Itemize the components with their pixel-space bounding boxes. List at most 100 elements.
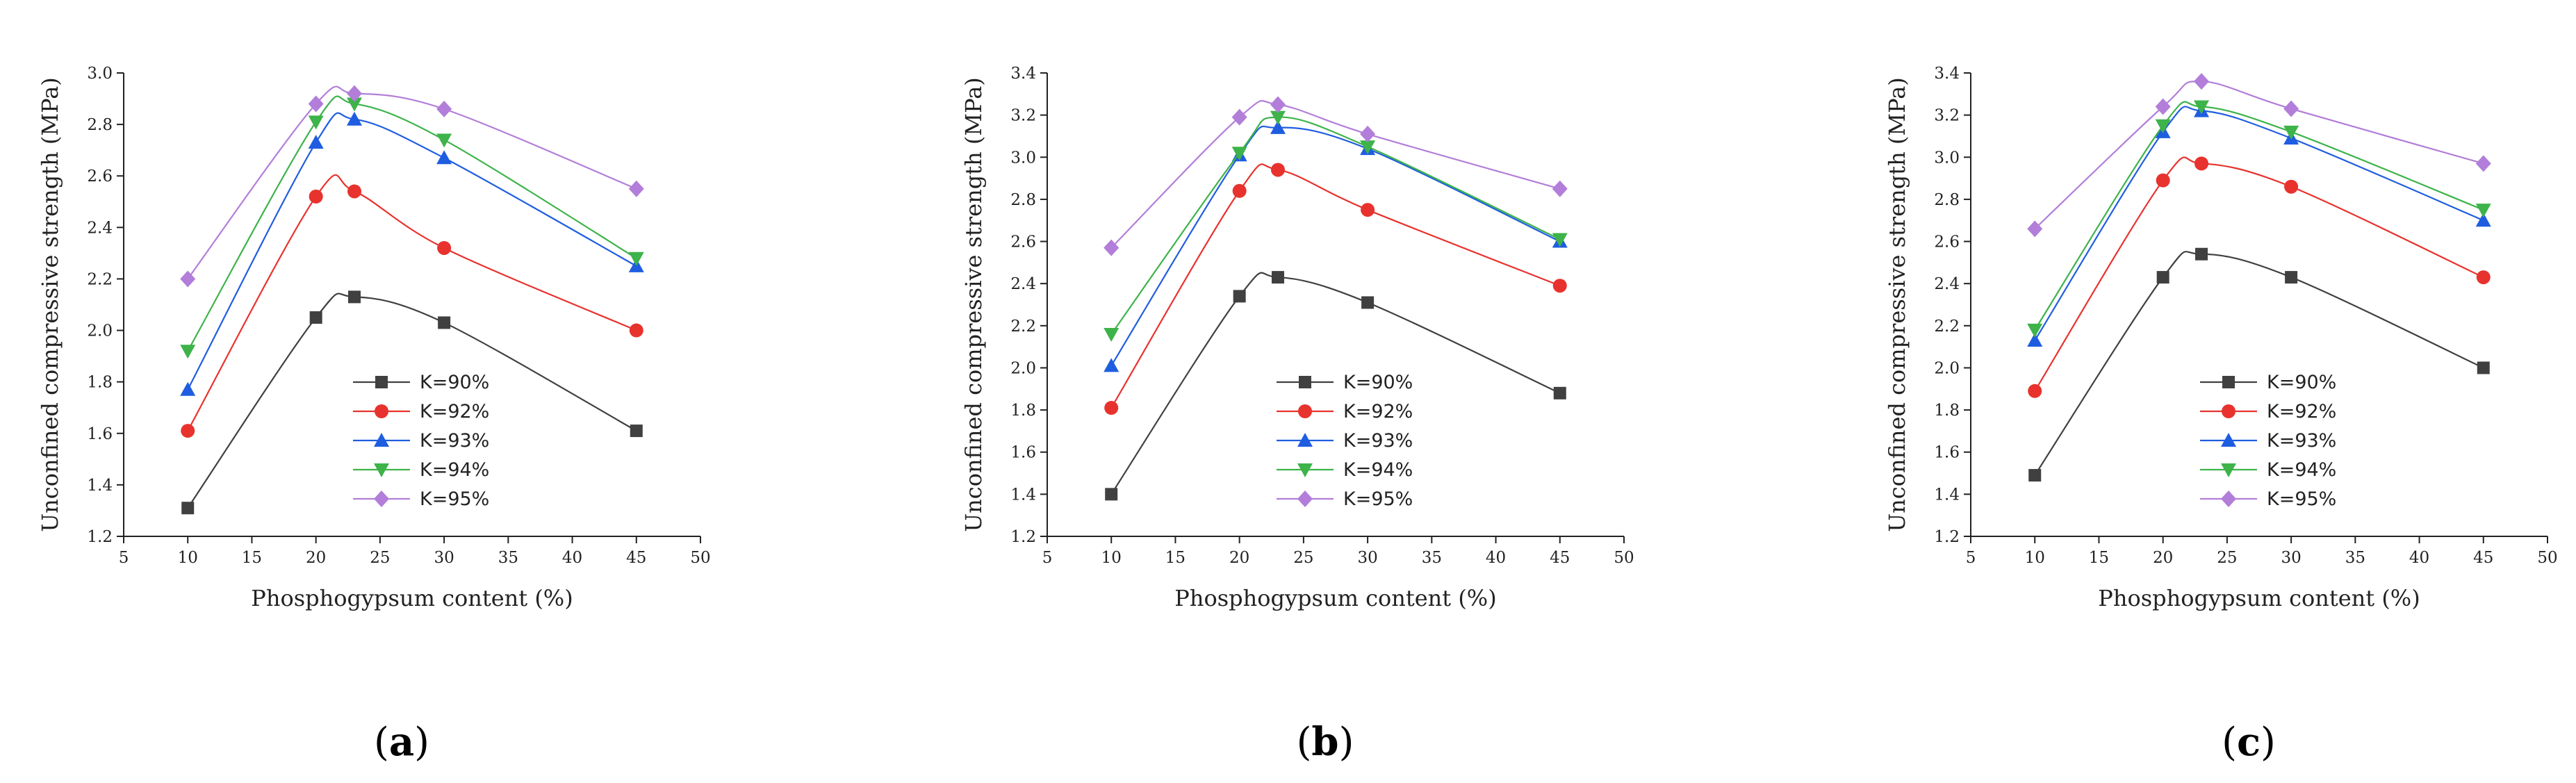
data-point — [2156, 271, 2169, 284]
data-point — [1104, 358, 1119, 372]
data-point — [1552, 233, 1568, 247]
series-line — [1110, 272, 1561, 495]
data-point — [1271, 163, 1285, 177]
x-tick-label: 25 — [370, 549, 390, 567]
chart-panel-a: 5 10 15 20 25 30 35 40 45 50 1.2 1.4 1.6 1.8 2.0 2.2 2.4… — [37, 65, 711, 611]
data-point — [628, 180, 644, 197]
data-point — [1105, 488, 1118, 501]
series-line — [2034, 251, 2484, 476]
y-tick-label: 2.6 — [1010, 233, 1036, 252]
x-tick-label: 35 — [498, 549, 518, 567]
series-line — [187, 85, 637, 280]
data-point — [2284, 179, 2299, 194]
legend-marker — [2221, 491, 2236, 507]
legend-label: K=90% — [2267, 372, 2336, 393]
y-tick-label: 1.4 — [1934, 486, 1960, 504]
legend-label: K=95% — [420, 488, 489, 510]
y-tick-label: 1.8 — [1934, 402, 1960, 420]
data-point — [438, 316, 451, 329]
y-tick-label: 2.0 — [87, 322, 113, 340]
x-tick-label: 50 — [2537, 549, 2557, 567]
y-tick-label: 1.2 — [1010, 528, 1036, 546]
legend-label: K=90% — [1343, 372, 1413, 393]
y-tick-label: 2.0 — [1934, 359, 1960, 377]
legend-marker — [2221, 433, 2236, 447]
data-point — [1270, 110, 1286, 125]
legend-marker — [2222, 376, 2235, 388]
x-tick-label: 50 — [1614, 549, 1634, 567]
x-tick-label: 40 — [1486, 549, 1506, 567]
y-axis-title: Unconfined compressive strength (MPa) — [1884, 77, 1910, 532]
data-point — [436, 133, 452, 148]
data-point — [437, 240, 452, 255]
x-tick-label: 30 — [1357, 549, 1377, 567]
data-point — [1231, 108, 1247, 126]
data-point — [2194, 156, 2208, 171]
data-point — [628, 252, 644, 266]
legend-label: K=92% — [1343, 401, 1413, 422]
legend-marker — [374, 491, 389, 507]
data-point — [1552, 279, 1567, 293]
x-tick-label: 45 — [2473, 549, 2493, 567]
x-tick-label: 40 — [562, 549, 582, 567]
data-point — [1233, 290, 1246, 303]
data-point — [180, 345, 196, 359]
chart-panel-c: 5 10 15 20 25 30 35 40 45 50 1.2 1.4 1.6 1.8 2.0 2.2 2.4… — [1884, 65, 2558, 611]
series-line — [1110, 163, 1561, 409]
data-point — [180, 270, 196, 288]
data-point — [347, 111, 362, 126]
x-tick-label: 20 — [1229, 549, 1249, 567]
series-line — [1110, 99, 1561, 249]
legend-marker — [1297, 463, 1313, 477]
data-point — [308, 135, 324, 149]
y-tick-label: 3.0 — [87, 65, 113, 83]
data-point — [1360, 140, 1376, 155]
legend-marker — [2222, 404, 2235, 418]
legend-label: K=90% — [420, 372, 489, 393]
data-point — [2477, 361, 2490, 374]
data-point — [2475, 213, 2491, 227]
data-point — [2283, 100, 2299, 117]
y-tick-label: 3.2 — [1010, 107, 1036, 125]
data-point — [2027, 333, 2043, 347]
x-tick-label: 30 — [2281, 549, 2301, 567]
y-axis-title: Unconfined compressive strength (MPa) — [960, 77, 987, 532]
x-axis-title: Phosphogypsum content (%) — [1174, 585, 1496, 611]
data-point — [308, 115, 324, 130]
y-tick-label: 2.8 — [1010, 191, 1036, 209]
legend-label: K=95% — [1343, 488, 1413, 510]
x-tick-label: 15 — [242, 549, 262, 567]
data-point — [1104, 327, 1119, 342]
legend-label: K=93% — [420, 430, 489, 452]
data-point — [1272, 271, 1284, 284]
x-tick-label: 20 — [2153, 549, 2173, 567]
x-tick-label: 10 — [2025, 549, 2045, 567]
data-point — [2475, 204, 2491, 218]
x-tick-label: 45 — [1550, 549, 1570, 567]
panel-label-a: (a) — [374, 719, 429, 765]
y-tick-label: 2.4 — [1934, 275, 1960, 293]
y-tick-label: 3.2 — [1934, 107, 1960, 125]
y-tick-label: 2.8 — [1934, 191, 1960, 209]
data-point — [348, 290, 361, 304]
series-line — [2034, 156, 2484, 392]
series-line — [187, 95, 637, 352]
y-tick-label: 2.8 — [87, 116, 113, 134]
x-tick-label: 20 — [306, 549, 326, 567]
legend-label: K=94% — [1343, 459, 1413, 481]
y-tick-label: 3.4 — [1010, 65, 1036, 83]
y-tick-label: 1.6 — [87, 425, 113, 443]
x-tick-label: 35 — [1422, 549, 1442, 567]
x-tick-label: 40 — [2409, 549, 2429, 567]
data-point — [630, 425, 643, 438]
data-point — [2194, 73, 2209, 90]
data-point — [2195, 247, 2208, 261]
data-point — [1104, 401, 1119, 415]
legend-label: K=94% — [420, 459, 489, 481]
data-point — [309, 189, 323, 204]
y-tick-label: 2.2 — [1934, 318, 1960, 336]
series-line — [1110, 116, 1561, 335]
y-tick-label: 2.2 — [87, 270, 113, 288]
y-tick-label: 2.2 — [1010, 318, 1036, 336]
x-tick-label: 45 — [626, 549, 646, 567]
